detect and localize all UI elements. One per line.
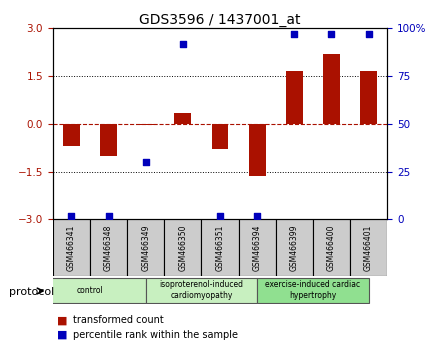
- Bar: [212, 124, 228, 149]
- Point: [180, 41, 187, 46]
- Text: percentile rank within the sample: percentile rank within the sample: [73, 330, 238, 339]
- Point: [291, 31, 298, 37]
- Text: GSM466341: GSM466341: [67, 224, 76, 271]
- Bar: [238, 219, 276, 276]
- Bar: [127, 219, 164, 276]
- Point: [216, 213, 224, 218]
- Point: [328, 31, 335, 37]
- Point: [105, 213, 112, 218]
- Bar: [257, 278, 369, 303]
- Text: GSM466349: GSM466349: [141, 224, 150, 271]
- Point: [68, 213, 75, 218]
- Text: GSM466350: GSM466350: [178, 224, 187, 271]
- Text: ■: ■: [57, 330, 68, 339]
- Text: control: control: [77, 286, 103, 295]
- Point: [365, 31, 372, 37]
- Bar: [286, 71, 303, 124]
- Text: GSM466394: GSM466394: [253, 224, 262, 271]
- Point: [142, 159, 149, 165]
- Text: transformed count: transformed count: [73, 315, 163, 325]
- Bar: [164, 219, 202, 276]
- Bar: [276, 219, 313, 276]
- Bar: [63, 124, 80, 146]
- Text: GSM466348: GSM466348: [104, 224, 113, 271]
- Text: GSM466401: GSM466401: [364, 224, 373, 271]
- Bar: [360, 71, 377, 124]
- Bar: [34, 278, 146, 303]
- Text: GSM466399: GSM466399: [290, 224, 299, 271]
- Bar: [249, 124, 265, 176]
- Text: exercise-induced cardiac
hypertrophy: exercise-induced cardiac hypertrophy: [265, 280, 360, 300]
- Bar: [53, 219, 90, 276]
- Bar: [137, 124, 154, 125]
- Bar: [202, 219, 238, 276]
- Bar: [146, 278, 257, 303]
- Bar: [100, 124, 117, 156]
- Bar: [350, 219, 387, 276]
- Text: GSM466400: GSM466400: [327, 224, 336, 271]
- Bar: [175, 113, 191, 124]
- Text: isoproterenol-induced
cardiomyopathy: isoproterenol-induced cardiomyopathy: [159, 280, 243, 300]
- Bar: [313, 219, 350, 276]
- Text: GSM466351: GSM466351: [216, 224, 224, 271]
- Bar: [323, 54, 340, 124]
- Title: GDS3596 / 1437001_at: GDS3596 / 1437001_at: [139, 13, 301, 27]
- Bar: [90, 219, 127, 276]
- Point: [253, 213, 260, 218]
- Text: protocol: protocol: [9, 287, 54, 297]
- Text: ■: ■: [57, 315, 68, 325]
